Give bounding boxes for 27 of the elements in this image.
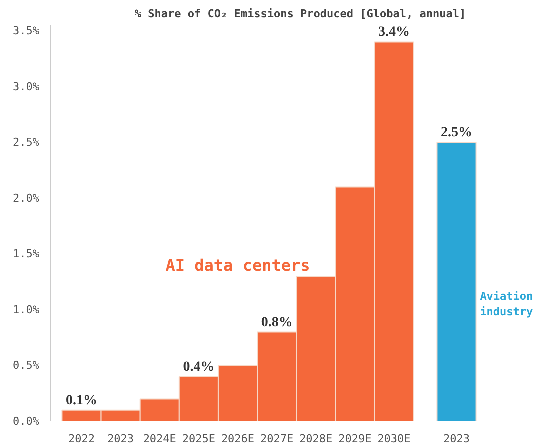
data-label: 0.8% — [261, 315, 293, 330]
series-label: Aviation industry — [480, 290, 534, 319]
x-tick-label: 2026E — [221, 432, 255, 446]
data-label: 0.4% — [183, 360, 215, 375]
y-tick-label: 3.0% — [13, 80, 40, 94]
data-label: 2.5% — [441, 126, 472, 141]
data-label: 3.4% — [378, 25, 410, 40]
x-tick-label: 2028E — [300, 432, 333, 446]
x-tick-label: 2030E — [378, 432, 411, 446]
y-tick-label: 0.5% — [13, 359, 40, 372]
y-tick-label: 2.0% — [13, 192, 40, 205]
x-tick-label: 2029E — [338, 432, 372, 446]
y-tick-label: 1.0% — [13, 303, 40, 316]
y-tick-label: 0.0% — [13, 415, 40, 428]
chart-title: % Share of CO₂ Emissions Produced [Global, annual] — [134, 8, 466, 20]
x-tick-label: 2022 — [68, 432, 96, 446]
x-tick-label: 2025E — [182, 432, 216, 446]
x-tick-label: 2023 — [444, 432, 470, 446]
y-tick-label: 1.5% — [13, 248, 40, 261]
bar — [436, 142, 477, 422]
x-tick-label: 2027E — [260, 432, 294, 446]
x-tick-label: 2024E — [143, 432, 176, 446]
data-label: 0.1% — [66, 393, 98, 408]
y-tick-label: 2.5% — [13, 136, 40, 150]
x-tick-label: 2023 — [108, 432, 134, 446]
y-tick-label: 3.5% — [13, 24, 40, 38]
series-label: AI data centers — [166, 256, 310, 275]
